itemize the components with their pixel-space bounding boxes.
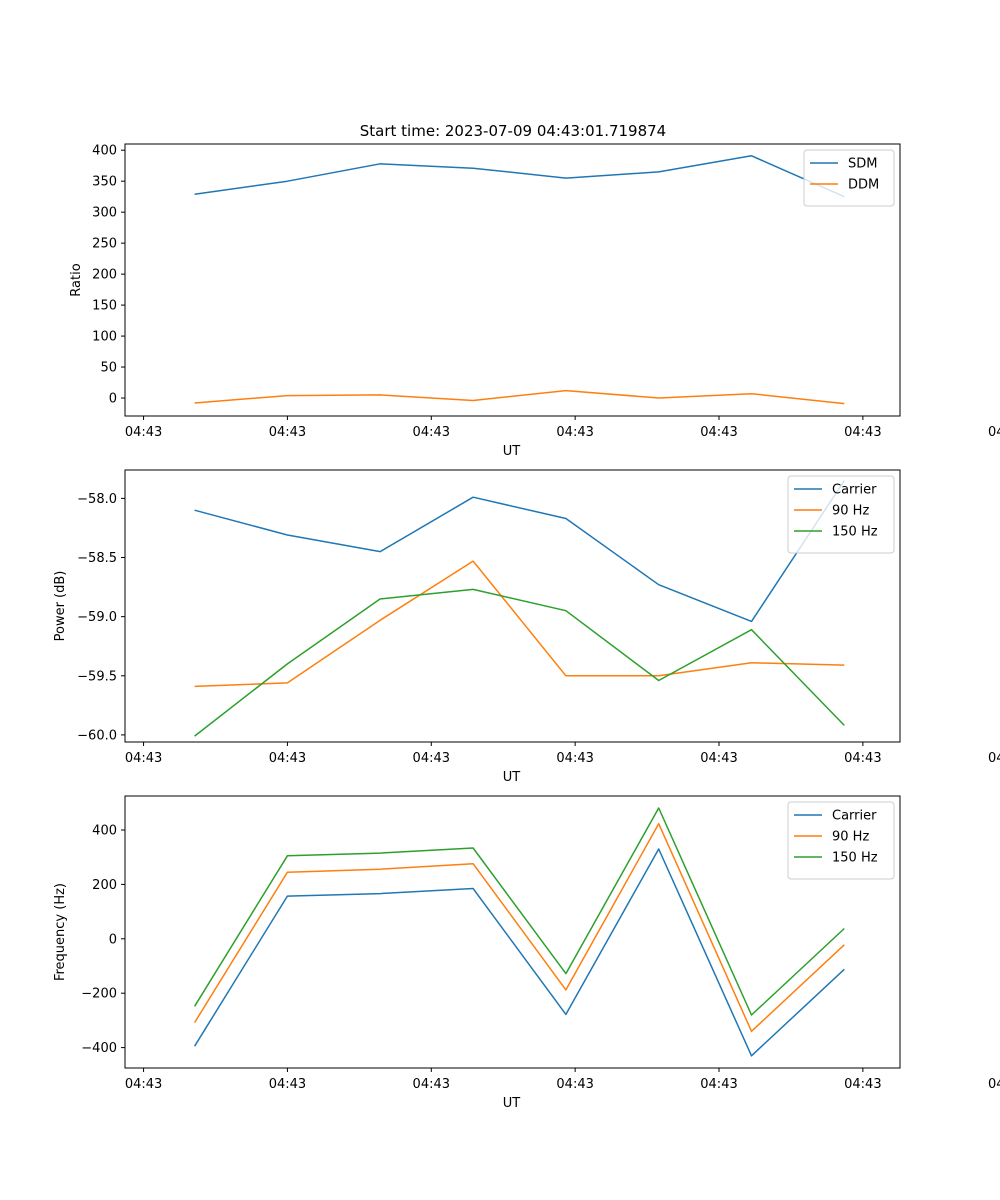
x-axis-label: UT: [503, 444, 521, 459]
x-tick-label: 04:43: [125, 425, 162, 440]
legend-label: 150 Hz: [832, 525, 878, 540]
y-tick-label: −200: [81, 987, 117, 1002]
plot-frame: [124, 469, 901, 743]
power-chart: 04:43 04:43 04:43 04:43 04:43 04:43 04:44 −60.0…: [53, 469, 1000, 785]
series-line-carrier: [194, 480, 845, 623]
y-tick-label: 0: [109, 932, 117, 947]
y-tick-label: 200: [92, 268, 117, 283]
y-tick-label: 400: [92, 144, 117, 159]
x-tick-label: 04:43: [269, 751, 306, 766]
x-tick-label: 04:44: [988, 425, 1000, 440]
legend-label: SDM: [848, 157, 877, 172]
legend-label: Carrier: [832, 483, 877, 498]
x-tick-label: 04:43: [700, 1077, 737, 1092]
x-tick-label: 04:43: [413, 1077, 450, 1092]
legend-label: 150 Hz: [832, 851, 878, 866]
y-tick-label: 150: [92, 299, 117, 314]
y-tick-label: −58.0: [77, 492, 117, 507]
series-line-sdm: [194, 155, 845, 198]
y-tick-label: −60.0: [77, 728, 117, 743]
charts-container: 04:43 04:43 04:43 04:43 04:43 04:43 04:44 0 50 10…: [53, 143, 1000, 1111]
x-tick-label: 04:43: [413, 751, 450, 766]
x-tick-label: 04:43: [844, 751, 881, 766]
x-tick-label: 04:43: [269, 425, 306, 440]
plot-frame: [124, 143, 901, 417]
y-tick-label: 250: [92, 237, 117, 252]
legend-box: [787, 475, 895, 554]
y-tick-label: −58.5: [77, 551, 117, 566]
plot-frame: [124, 795, 901, 1069]
x-tick-label: 04:44: [988, 751, 1000, 766]
y-tick-label: 100: [92, 330, 117, 345]
y-axis-label: Ratio: [69, 263, 84, 296]
ratio-chart: 04:43 04:43 04:43 04:43 04:43 04:43 04:44 0 50 10…: [69, 143, 1000, 459]
series-line-150-hz: [193, 807, 845, 1016]
legend-box: [787, 801, 895, 880]
x-tick-label: 04:43: [413, 425, 450, 440]
x-tick-label: 04:43: [556, 751, 593, 766]
y-tick-label: 50: [100, 361, 117, 376]
series-line-150-hz: [194, 588, 845, 737]
x-tick-label: 04:43: [125, 751, 162, 766]
y-tick-label: 350: [92, 175, 117, 190]
legend-label: Carrier: [832, 809, 877, 824]
y-tick-label: −59.5: [77, 669, 117, 684]
x-tick-label: 04:43: [269, 1077, 306, 1092]
series-line-carrier: [193, 848, 845, 1057]
y-tick-label: −400: [81, 1041, 117, 1056]
x-axis-label: UT: [503, 770, 521, 785]
x-tick-label: 04:43: [700, 425, 737, 440]
x-tick-label: 04:43: [700, 751, 737, 766]
y-axis-label: Frequency (Hz): [53, 883, 68, 981]
frequency-chart: 04:43 04:43 04:43 04:43 04:43 04:43 04:44 −400 −…: [53, 795, 1000, 1111]
legend: Carrier 90 Hz 150 Hz: [787, 801, 895, 880]
legend-label: 90 Hz: [832, 504, 869, 519]
y-tick-label: 200: [92, 878, 117, 893]
figure-title: Start time: 2023-07-09 04:43:01.719874: [360, 122, 666, 140]
y-axis-label: Power (dB): [53, 571, 68, 642]
x-tick-label: 04:43: [556, 425, 593, 440]
x-tick-label: 04:43: [556, 1077, 593, 1092]
series-line-90-hz: [193, 822, 845, 1033]
series-line-90-hz: [194, 560, 845, 688]
x-axis-label: UT: [503, 1096, 521, 1111]
y-tick-label: −59.0: [77, 610, 117, 625]
legend-label: 90 Hz: [832, 830, 869, 845]
legend-label: DDM: [848, 178, 879, 193]
legend: Carrier 90 Hz 150 Hz: [787, 475, 895, 554]
x-tick-label: 04:43: [125, 1077, 162, 1092]
y-tick-label: 400: [92, 824, 117, 839]
legend: SDM DDM: [803, 149, 895, 207]
series-line-ddm: [194, 389, 845, 405]
y-tick-label: 300: [92, 206, 117, 221]
x-tick-label: 04:44: [988, 1077, 1000, 1092]
y-tick-label: 0: [109, 392, 117, 407]
x-tick-label: 04:43: [844, 425, 881, 440]
x-tick-label: 04:43: [844, 1077, 881, 1092]
legend-box: [803, 149, 895, 207]
